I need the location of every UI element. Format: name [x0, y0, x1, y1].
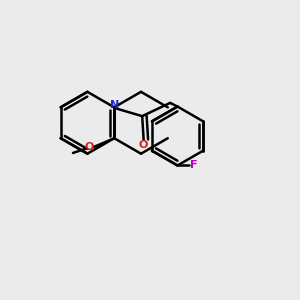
- Text: O: O: [138, 140, 148, 150]
- Text: O: O: [85, 142, 94, 152]
- Text: F: F: [190, 160, 197, 170]
- Text: N: N: [110, 100, 119, 110]
